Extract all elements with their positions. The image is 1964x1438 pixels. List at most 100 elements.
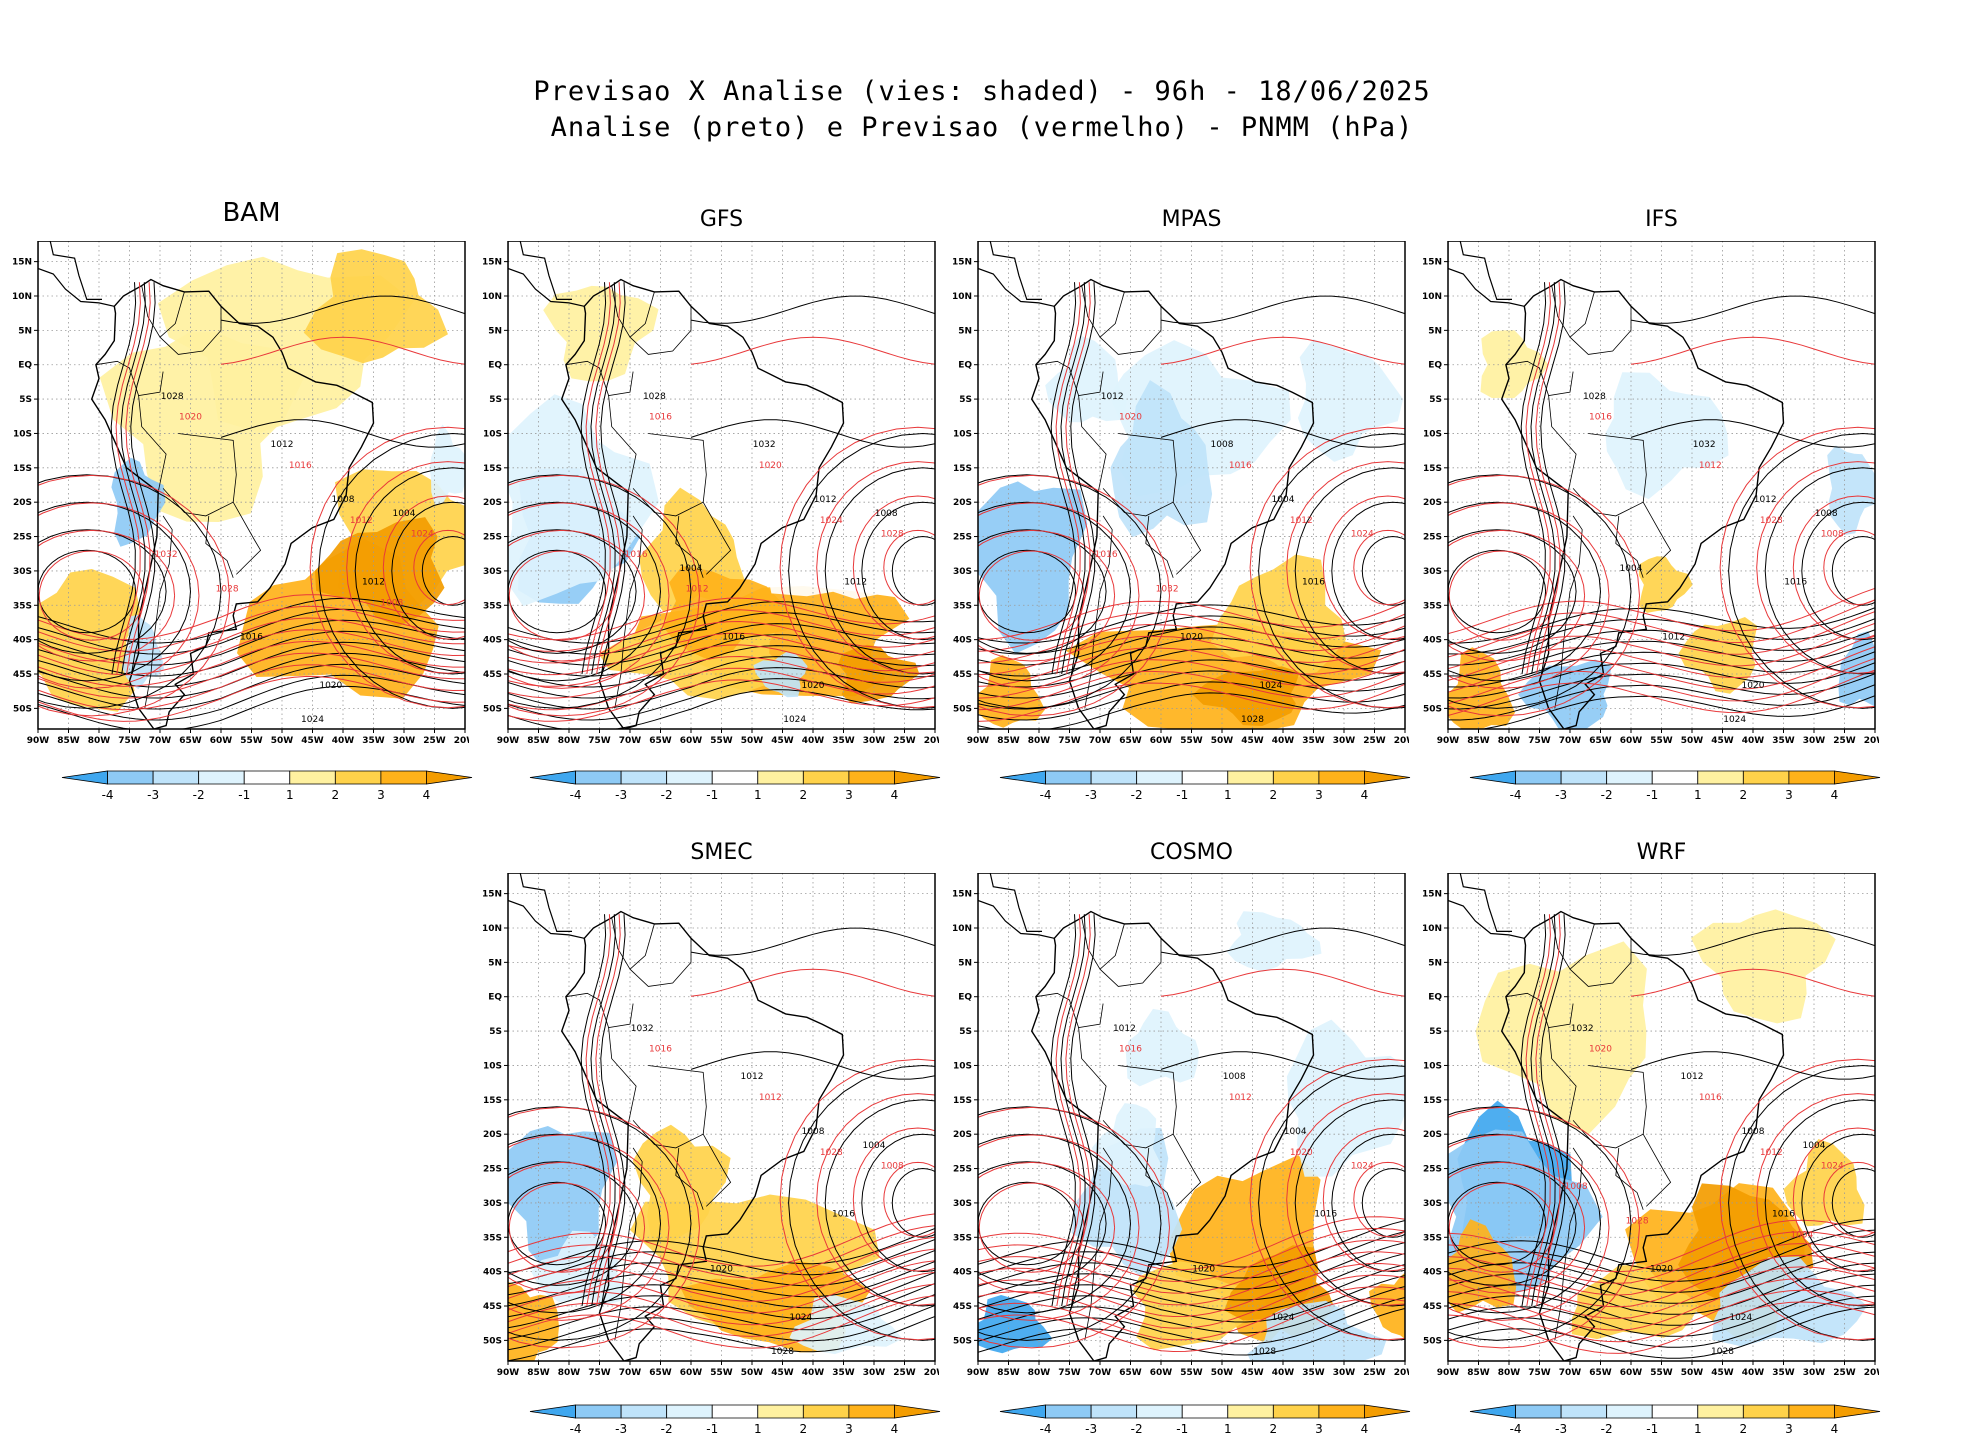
lat-label: 5S bbox=[959, 395, 972, 405]
lat-label: 10S bbox=[483, 1061, 502, 1071]
analysis-isobar-label: 1024 bbox=[783, 715, 806, 725]
colorbar-swatch bbox=[666, 770, 713, 785]
forecast-isobar bbox=[1448, 529, 1586, 662]
lat-label: 10S bbox=[1423, 1061, 1442, 1071]
analysis-isobar-label: 1008 bbox=[1742, 1127, 1765, 1137]
analysis-isobar bbox=[508, 1106, 692, 1341]
lon-label: 35W bbox=[1772, 1368, 1795, 1378]
forecast-isobar bbox=[1322, 495, 1405, 640]
colorbar-label: 3 bbox=[1785, 1422, 1793, 1436]
coastline-south-america bbox=[1500, 278, 1785, 729]
lon-label: 65W bbox=[649, 736, 672, 746]
forecast-isobar bbox=[1322, 1127, 1405, 1272]
colorbar-label: -1 bbox=[706, 1422, 718, 1436]
bias-patch bbox=[1125, 1008, 1199, 1087]
forecast-isobar-label: 1024 bbox=[411, 530, 434, 540]
lat-label: 10S bbox=[953, 1061, 972, 1071]
forecast-isobar bbox=[1448, 657, 1875, 705]
lon-label: 50W bbox=[741, 1368, 764, 1378]
colorbar-swatch bbox=[1834, 770, 1881, 785]
analysis-isobar-label: 1028 bbox=[1711, 1347, 1734, 1357]
lon-label: 75W bbox=[1058, 1368, 1081, 1378]
colorbar-smec: -4 -3 -2 -1 1 2 3 4 bbox=[529, 1404, 941, 1436]
colorbar-swatch bbox=[243, 770, 291, 785]
analysis-isobar-label: 1004 bbox=[393, 509, 416, 519]
country-border bbox=[1554, 1147, 1583, 1341]
lon-label: 45W bbox=[1241, 736, 1264, 746]
bias-patch bbox=[1226, 911, 1322, 972]
colorbar-swatch bbox=[1181, 770, 1229, 785]
forecast-isobar bbox=[1630, 968, 1875, 997]
lon-label: 85W bbox=[1467, 736, 1490, 746]
lon-label: 25W bbox=[1363, 1368, 1386, 1378]
lon-label: 80W bbox=[1498, 1368, 1521, 1378]
lon-label: 20W bbox=[1864, 1368, 1879, 1378]
lat-label: 50S bbox=[483, 704, 502, 714]
colorbar-label: -3 bbox=[615, 788, 627, 802]
panel-title-wrf: WRF bbox=[1636, 840, 1687, 865]
lat-label: 5S bbox=[19, 395, 32, 405]
bias-patch bbox=[663, 566, 793, 661]
lat-label: 15S bbox=[483, 1096, 502, 1106]
country-border bbox=[138, 371, 167, 492]
analysis-isobar bbox=[1060, 282, 1086, 675]
analysis-isobar bbox=[1258, 432, 1405, 709]
country-border bbox=[1572, 488, 1644, 517]
analysis-isobar bbox=[1764, 1099, 1875, 1307]
colorbar-label: -1 bbox=[238, 788, 250, 802]
country-border bbox=[1145, 1147, 1174, 1210]
colorbar-swatch bbox=[1272, 1404, 1320, 1419]
analysis-isobar bbox=[508, 612, 935, 655]
lat-label: 45S bbox=[483, 670, 502, 680]
lon-label: 35W bbox=[1772, 736, 1795, 746]
colorbar-label: -4 bbox=[1510, 1422, 1522, 1436]
analysis-isobar bbox=[690, 295, 935, 324]
analysis-isobar bbox=[508, 1228, 935, 1274]
lon-label: 25W bbox=[1363, 736, 1386, 746]
colorbar-label: -2 bbox=[1131, 788, 1143, 802]
country-border bbox=[1615, 515, 1644, 578]
forecast-isobar bbox=[1448, 622, 1875, 670]
panel-title-gfs: GFS bbox=[699, 207, 744, 232]
analysis-isobar bbox=[1448, 1218, 1875, 1271]
colorbar-label: -4 bbox=[1040, 788, 1052, 802]
colorbar-swatch bbox=[1515, 770, 1562, 785]
colorbar-label: 4 bbox=[1831, 1422, 1839, 1436]
forecast-isobar bbox=[1160, 968, 1405, 997]
analysis-isobar-label: 1024 bbox=[1259, 681, 1282, 691]
lon-label: 70W bbox=[619, 1368, 642, 1378]
forecast-isobar bbox=[1535, 914, 1561, 1307]
lat-label: 15S bbox=[953, 464, 972, 474]
country-border bbox=[1554, 515, 1583, 709]
lat-label: 10S bbox=[953, 429, 972, 439]
lon-label: 45W bbox=[301, 736, 324, 746]
lat-label: 10S bbox=[483, 429, 502, 439]
lat-label: 25S bbox=[483, 533, 502, 543]
colorbar-swatch bbox=[1181, 1404, 1229, 1419]
analysis-isobar bbox=[1448, 1273, 1875, 1326]
analysis-isobar-label: 1020 bbox=[1192, 1265, 1215, 1275]
lat-label: 20S bbox=[13, 498, 32, 508]
lon-label: 85W bbox=[997, 1368, 1020, 1378]
country-border bbox=[1084, 515, 1113, 709]
analysis-isobar bbox=[1630, 419, 1875, 448]
forecast-isobar-label: 1024 bbox=[1821, 1162, 1844, 1172]
forecast-isobar bbox=[978, 1161, 1116, 1294]
lon-label: 30W bbox=[1333, 736, 1356, 746]
lat-label: 10S bbox=[1423, 429, 1442, 439]
forecast-isobar bbox=[1448, 611, 1875, 658]
forecast-isobar bbox=[1630, 336, 1875, 365]
forecast-isobar bbox=[595, 914, 621, 1307]
forecast-isobar-label: 1028 bbox=[881, 530, 904, 540]
country-border bbox=[1615, 1147, 1644, 1210]
analysis-isobar bbox=[1448, 474, 1632, 709]
forecast-isobar-label: 1032 bbox=[155, 550, 178, 560]
forecast-isobar bbox=[508, 620, 935, 664]
analysis-isobar bbox=[1050, 914, 1077, 1307]
lon-label: 65W bbox=[179, 736, 202, 746]
lon-label: 45W bbox=[1711, 736, 1734, 746]
country-border bbox=[205, 515, 234, 578]
lon-label: 75W bbox=[588, 1368, 611, 1378]
colorbar-swatch bbox=[1651, 1404, 1699, 1419]
forecast-isobar-label: 1016 bbox=[649, 413, 672, 423]
